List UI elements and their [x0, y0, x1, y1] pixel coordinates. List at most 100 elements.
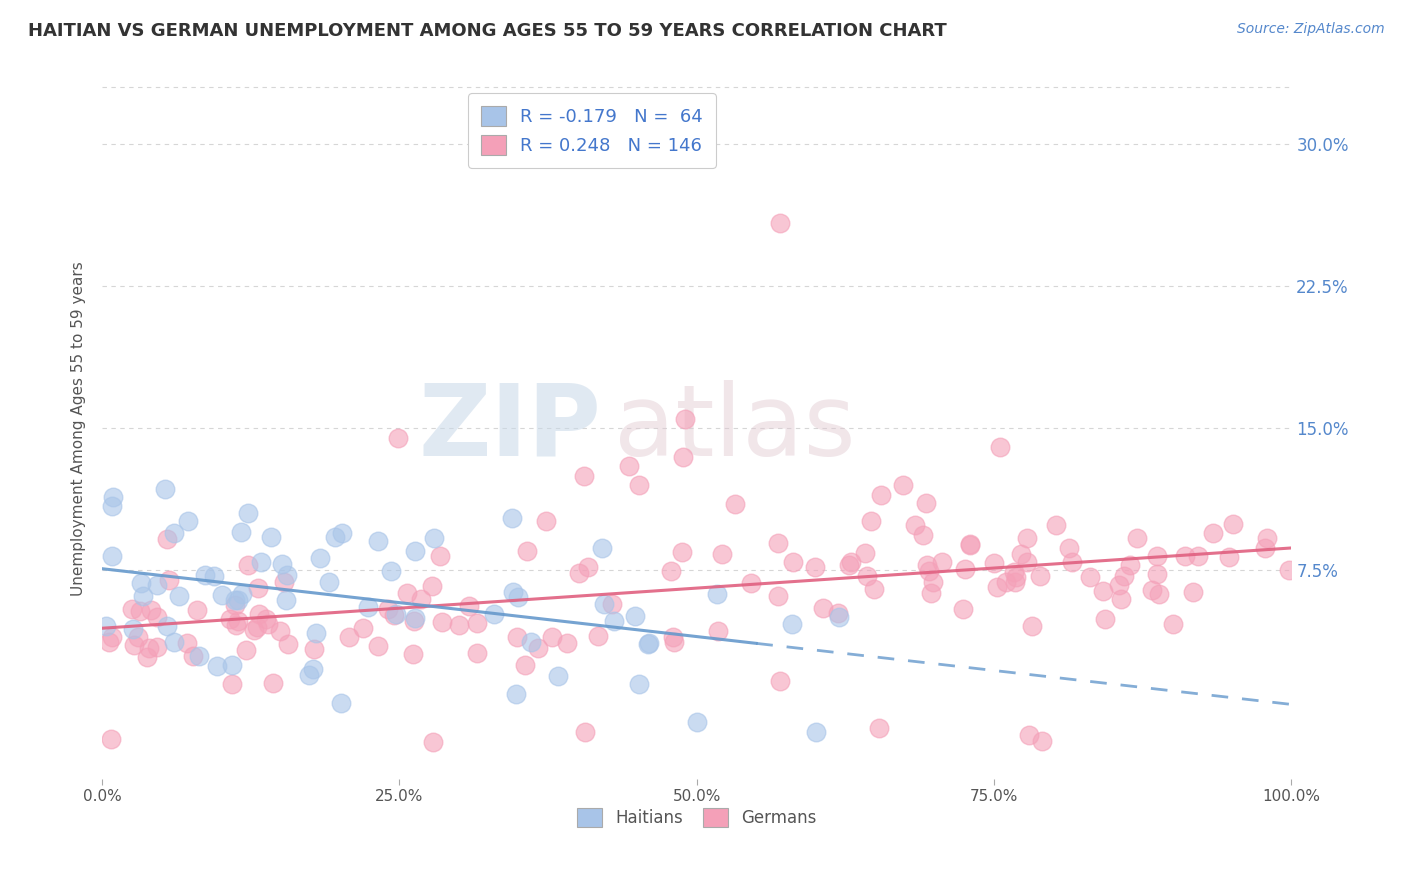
Point — [337, 631, 360, 645]
Point — [1004, 565, 1026, 579]
Point — [568, 566, 591, 581]
Point — [827, 606, 849, 620]
Point — [402, 648, 425, 662]
Point — [420, 579, 443, 593]
Point — [167, 589, 190, 603]
Point — [505, 687, 527, 701]
Point — [953, 562, 976, 576]
Point — [224, 598, 246, 612]
Point — [740, 575, 762, 590]
Point — [404, 611, 426, 625]
Point — [156, 532, 179, 546]
Point — [1254, 541, 1277, 555]
Point — [1005, 570, 1028, 584]
Point — [1118, 558, 1140, 573]
Point — [163, 635, 186, 649]
Point — [273, 574, 295, 589]
Point — [686, 714, 709, 729]
Point — [128, 604, 150, 618]
Point — [308, 550, 330, 565]
Point — [225, 618, 247, 632]
Point — [624, 609, 647, 624]
Point — [1202, 525, 1225, 540]
Point — [380, 564, 402, 578]
Point — [423, 531, 446, 545]
Point — [617, 459, 640, 474]
Point — [377, 602, 399, 616]
Point — [868, 721, 890, 735]
Point — [122, 639, 145, 653]
Point — [804, 560, 827, 574]
Y-axis label: Unemployment Among Ages 55 to 59 years: Unemployment Among Ages 55 to 59 years — [72, 260, 86, 596]
Point — [395, 586, 418, 600]
Point — [811, 601, 834, 615]
Point — [226, 614, 249, 628]
Text: HAITIAN VS GERMAN UNEMPLOYMENT AMONG AGES 55 TO 59 YEARS CORRELATION CHART: HAITIAN VS GERMAN UNEMPLOYMENT AMONG AGE… — [28, 22, 946, 40]
Point — [638, 636, 661, 650]
Point — [298, 667, 321, 681]
Point — [515, 658, 537, 673]
Point — [465, 615, 488, 630]
Point — [671, 544, 693, 558]
Point — [804, 724, 827, 739]
Point — [1109, 591, 1132, 606]
Point — [502, 584, 524, 599]
Point — [1015, 555, 1038, 569]
Point — [211, 589, 233, 603]
Point — [920, 586, 942, 600]
Point — [555, 636, 578, 650]
Point — [202, 569, 225, 583]
Point — [1057, 541, 1080, 556]
Point — [1060, 555, 1083, 569]
Point — [1017, 531, 1039, 545]
Point — [247, 581, 270, 595]
Point — [628, 677, 651, 691]
Point — [1004, 574, 1026, 589]
Point — [1094, 612, 1116, 626]
Point — [1018, 728, 1040, 742]
Point — [952, 602, 974, 616]
Point — [422, 735, 444, 749]
Point — [429, 549, 451, 563]
Point — [181, 648, 204, 663]
Point — [1080, 570, 1102, 584]
Point — [1187, 549, 1209, 563]
Point — [1222, 516, 1244, 531]
Point — [302, 662, 325, 676]
Point — [572, 468, 595, 483]
Point — [162, 525, 184, 540]
Point — [269, 624, 291, 638]
Point — [231, 587, 253, 601]
Point — [246, 620, 269, 634]
Point — [931, 555, 953, 569]
Point — [1218, 550, 1240, 565]
Point — [662, 635, 685, 649]
Point — [224, 593, 246, 607]
Point — [221, 658, 243, 673]
Point — [254, 612, 277, 626]
Point — [132, 589, 155, 603]
Point — [1146, 549, 1168, 563]
Point — [262, 676, 284, 690]
Point — [367, 639, 389, 653]
Point — [637, 637, 659, 651]
Point — [238, 507, 260, 521]
Point — [404, 614, 426, 628]
Point — [782, 556, 804, 570]
Point — [506, 630, 529, 644]
Point — [838, 558, 860, 572]
Point — [706, 587, 728, 601]
Point — [520, 634, 543, 648]
Point — [1045, 517, 1067, 532]
Point — [1010, 547, 1032, 561]
Point — [250, 555, 273, 569]
Point — [673, 411, 696, 425]
Point — [856, 569, 879, 583]
Point — [384, 607, 406, 622]
Point — [1256, 531, 1278, 545]
Point — [447, 618, 470, 632]
Point — [988, 440, 1011, 454]
Point — [330, 526, 353, 541]
Point — [226, 592, 249, 607]
Point — [432, 615, 454, 629]
